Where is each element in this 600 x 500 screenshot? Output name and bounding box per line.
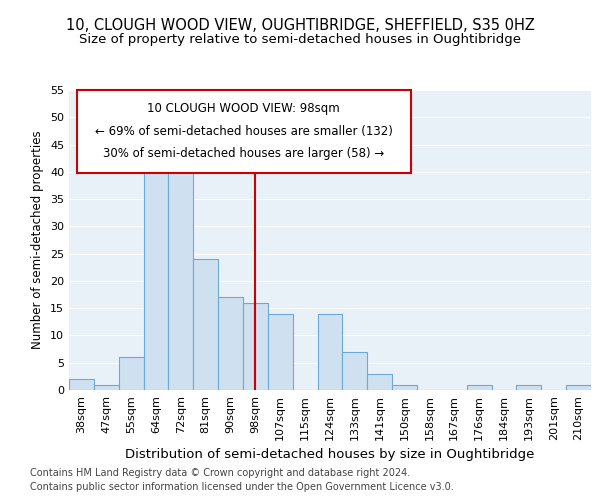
Text: 10, CLOUGH WOOD VIEW, OUGHTIBRIDGE, SHEFFIELD, S35 0HZ: 10, CLOUGH WOOD VIEW, OUGHTIBRIDGE, SHEF… <box>65 18 535 32</box>
Bar <box>69 379 94 390</box>
Bar <box>193 259 218 390</box>
Text: Contains public sector information licensed under the Open Government Licence v3: Contains public sector information licen… <box>30 482 454 492</box>
Bar <box>143 156 169 390</box>
Text: Size of property relative to semi-detached houses in Oughtibridge: Size of property relative to semi-detach… <box>79 32 521 46</box>
Bar <box>94 384 119 390</box>
X-axis label: Distribution of semi-detached houses by size in Oughtibridge: Distribution of semi-detached houses by … <box>125 448 535 461</box>
Bar <box>343 352 367 390</box>
Bar <box>467 384 491 390</box>
Y-axis label: Number of semi-detached properties: Number of semi-detached properties <box>31 130 44 350</box>
FancyBboxPatch shape <box>77 90 411 172</box>
Bar <box>517 384 541 390</box>
Bar <box>169 161 193 390</box>
Text: Contains HM Land Registry data © Crown copyright and database right 2024.: Contains HM Land Registry data © Crown c… <box>30 468 410 477</box>
Text: 30% of semi-detached houses are larger (58) →: 30% of semi-detached houses are larger (… <box>103 147 385 160</box>
Bar <box>392 384 417 390</box>
Bar <box>367 374 392 390</box>
Bar <box>566 384 591 390</box>
Bar <box>243 302 268 390</box>
Text: ← 69% of semi-detached houses are smaller (132): ← 69% of semi-detached houses are smalle… <box>95 124 393 138</box>
Bar <box>119 358 143 390</box>
Text: 10 CLOUGH WOOD VIEW: 98sqm: 10 CLOUGH WOOD VIEW: 98sqm <box>148 102 340 116</box>
Bar <box>268 314 293 390</box>
Bar <box>317 314 343 390</box>
Bar <box>218 298 243 390</box>
